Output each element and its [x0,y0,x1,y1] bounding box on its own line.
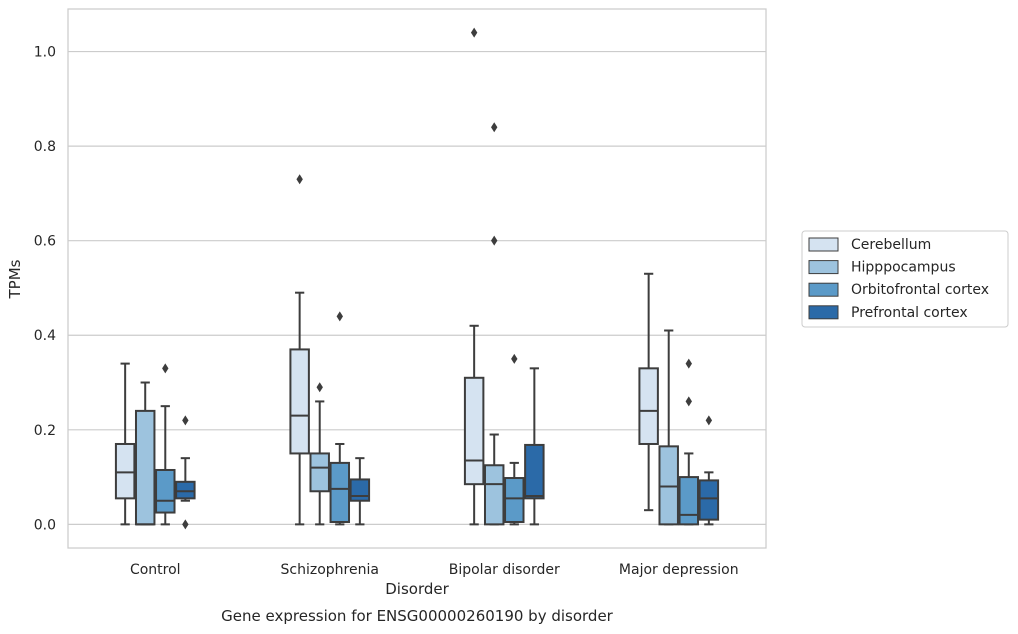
box-orbitofrontal-cortex [329,311,351,526]
iqr-box [329,461,351,523]
iqr-box [638,367,659,445]
box-prefrontal-cortex [175,415,196,530]
outlier-marker [685,396,692,407]
legend-swatch [808,305,839,320]
y-tick-label: 1.0 [34,45,56,61]
box-hipppocampus [309,382,330,526]
outlier-marker [182,519,189,530]
x-tick-label: Control [130,562,181,578]
legend-label: Prefrontal cortex [851,305,968,321]
x-tick-label: Major depression [619,562,739,578]
legend-swatch [808,260,839,275]
outlier-marker [336,311,343,322]
legend-swatch [808,237,839,252]
outlier-marker [511,353,518,364]
box-series-group [114,27,720,530]
box-prefrontal-cortex [524,367,545,526]
iqr-box [155,468,176,514]
iqr-box [678,476,700,526]
x-tick-label: Bipolar disorder [449,562,560,578]
box-hipppocampus [134,381,156,526]
box-cerebellum [638,272,659,512]
box-orbitofrontal-cortex [504,353,525,526]
legend: Cerebellum Hipppocampus Orbitofrontal cort… [801,230,1009,328]
box-orbitofrontal-cortex [155,363,176,526]
y-tick-label: 0.8 [34,139,56,155]
outlier-marker [296,174,303,185]
chart-caption: Gene expression for ENSG00000260190 by d… [221,607,614,625]
iqr-box [658,445,679,526]
outlier-marker [491,122,498,133]
y-tick-labels: 0.0 0.2 0.4 0.6 0.8 1.0 [34,45,56,534]
iqr-box [504,477,525,523]
box-hipppocampus [658,329,679,526]
y-tick-label: 0.6 [34,234,56,250]
plot-frame [67,8,767,549]
legend-label: Hipppocampus [851,260,956,276]
iqr-box [463,376,485,486]
legend-label: Orbitofrontal cortex [851,282,989,298]
outlier-marker [705,415,713,426]
iqr-box [289,348,310,455]
box-prefrontal-cortex [349,457,371,526]
x-tick-label: Schizophrenia [281,562,379,578]
box-orbitofrontal-cortex [678,358,700,526]
iqr-box [175,480,196,500]
legend-label: Cerebellum [851,237,931,253]
box-hipppocampus [483,122,505,526]
y-axis-title: TPMs [6,259,24,299]
iqr-box [114,442,136,500]
legend-frame [801,230,1009,328]
iqr-box [309,452,330,493]
iqr-box [483,464,505,526]
x-tick-labels: Control Schizophrenia Bipolar disorder Majo… [130,562,739,578]
outlier-marker [685,358,692,369]
iqr-box [524,443,545,500]
box-cerebellum [463,27,485,526]
x-axis-title: Disorder [385,580,449,598]
iqr-box [134,409,156,526]
outlier-marker [491,235,498,246]
iqr-box [698,479,720,521]
grid-lines [68,50,766,525]
y-tick-label: 0.0 [34,517,56,533]
legend-swatch [808,282,839,297]
outlier-marker [316,382,323,393]
outlier-marker [162,363,169,374]
box-cerebellum [114,362,136,526]
outlier-marker [182,415,189,426]
box-prefrontal-cortex [698,415,720,526]
iqr-box [349,478,371,502]
box-cerebellum [289,174,310,526]
outlier-marker [470,27,478,38]
y-tick-label: 0.2 [34,423,56,439]
y-tick-label: 0.4 [34,328,56,344]
